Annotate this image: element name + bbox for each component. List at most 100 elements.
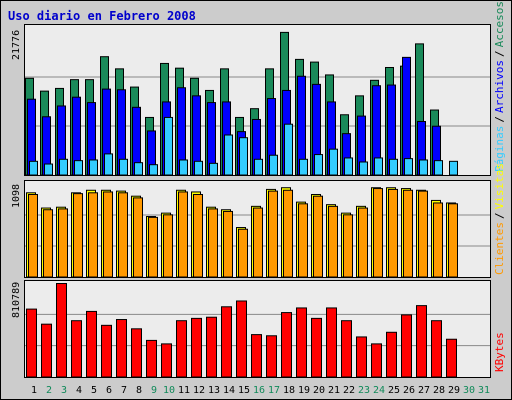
day-label-19: 19 [298, 385, 310, 396]
bar-paginas-day-12 [194, 160, 203, 176]
bar-clientes-day-14 [223, 210, 233, 278]
day-label-4: 4 [76, 385, 82, 396]
bar-paginas-day-26 [404, 158, 413, 176]
legend-visitas: Visitas [493, 163, 506, 209]
bar-clientes-day-12 [193, 193, 203, 278]
day-label-8: 8 [136, 385, 142, 396]
legend-top: Páginas / Archivos / Accesos [493, 1, 506, 172]
bar-kbytes-day-19 [296, 307, 307, 378]
day-label-22: 22 [343, 385, 355, 396]
bar-clientes-day-25 [388, 188, 398, 278]
day-label-18: 18 [283, 385, 295, 396]
bar-paginas-day-16 [254, 158, 263, 176]
day-label-29: 29 [448, 385, 460, 396]
bar-kbytes-day-22 [341, 320, 352, 378]
bar-kbytes-day-3 [56, 283, 67, 378]
bar-paginas-day-2 [44, 163, 53, 176]
bar-kbytes-day-2 [41, 323, 52, 378]
bar-paginas-day-27 [419, 159, 428, 176]
day-label-1: 1 [31, 385, 37, 396]
bar-paginas-day-20 [314, 154, 323, 176]
bar-paginas-day-13 [209, 162, 218, 176]
bar-clientes-day-24 [373, 188, 383, 278]
day-label-15: 15 [238, 385, 250, 396]
bar-paginas-day-28 [434, 160, 443, 176]
bar-clientes-day-29 [448, 203, 458, 278]
bar-clientes-day-22 [343, 214, 353, 278]
bar-kbytes-day-15 [236, 300, 247, 378]
bar-clientes-day-1 [28, 193, 38, 278]
bar-kbytes-day-7 [116, 319, 127, 378]
day-label-5: 5 [91, 385, 97, 396]
bar-paginas-day-18 [284, 123, 293, 176]
bar-clientes-day-23 [358, 207, 368, 278]
legend-bottom: KBytes [493, 332, 506, 372]
bar-paginas-day-24 [374, 157, 383, 176]
bar-paginas-day-5 [89, 159, 98, 176]
bar-kbytes-day-4 [71, 320, 82, 378]
bar-clientes-day-27 [418, 190, 428, 278]
bar-kbytes-day-29 [446, 338, 457, 378]
bar-paginas-day-10 [164, 116, 173, 176]
bar-paginas-day-1 [29, 160, 38, 176]
day-label-20: 20 [313, 385, 325, 396]
day-label-26: 26 [403, 385, 415, 396]
bar-paginas-day-11 [179, 159, 188, 176]
legend-sep-2: / [493, 50, 506, 57]
bar-paginas-day-29 [449, 160, 458, 176]
legend-accesos: Accesos [493, 1, 506, 47]
day-label-16: 16 [253, 385, 265, 396]
bar-paginas-day-4 [74, 160, 83, 176]
bar-clientes-day-26 [403, 189, 413, 278]
day-label-31: 31 [478, 385, 490, 396]
bar-clientes-day-11 [178, 191, 188, 278]
day-label-23: 23 [358, 385, 370, 396]
bar-clientes-day-17 [268, 190, 278, 278]
bar-paginas-day-17 [269, 154, 278, 176]
bar-clientes-day-15 [238, 228, 248, 278]
day-label-6: 6 [106, 385, 112, 396]
bar-clientes-day-3 [58, 208, 68, 278]
bar-kbytes-day-14 [221, 306, 232, 378]
bar-clientes-day-21 [328, 205, 338, 278]
day-label-14: 14 [223, 385, 235, 396]
bar-kbytes-day-25 [386, 331, 397, 378]
bar-kbytes-day-24 [371, 343, 382, 378]
bar-kbytes-day-13 [206, 316, 217, 378]
day-label-30: 30 [463, 385, 475, 396]
bar-paginas-day-3 [59, 158, 68, 176]
bar-kbytes-day-18 [281, 312, 292, 378]
bar-kbytes-day-12 [191, 317, 202, 378]
top-max-label: 21776 [11, 30, 22, 60]
bar-clientes-day-19 [298, 203, 308, 278]
middle-max-label: 1098 [11, 184, 22, 208]
bar-kbytes-day-21 [326, 307, 337, 378]
bar-paginas-day-22 [344, 157, 353, 176]
day-label-10: 10 [163, 385, 175, 396]
bar-paginas-day-14 [224, 134, 233, 176]
bar-kbytes-day-23 [356, 336, 367, 378]
day-label-12: 12 [193, 385, 205, 396]
bar-paginas-day-19 [299, 158, 308, 176]
bar-paginas-day-6 [104, 153, 113, 176]
bars-layer [25, 31, 458, 378]
bar-clientes-day-5 [88, 192, 98, 278]
day-label-7: 7 [121, 385, 127, 396]
day-label-21: 21 [328, 385, 340, 396]
bar-clientes-day-6 [103, 191, 113, 278]
bar-clientes-day-4 [73, 193, 83, 278]
bar-clientes-day-28 [433, 202, 443, 278]
bar-kbytes-day-9 [146, 339, 157, 378]
bar-kbytes-day-27 [416, 305, 427, 378]
bar-kbytes-day-28 [431, 320, 442, 378]
bar-paginas-day-21 [329, 148, 338, 176]
bar-kbytes-day-6 [101, 324, 112, 378]
day-label-17: 17 [268, 385, 280, 396]
bar-kbytes-day-11 [176, 320, 187, 378]
bar-clientes-day-2 [43, 209, 53, 278]
bar-kbytes-day-17 [266, 335, 277, 378]
bar-clientes-day-7 [118, 192, 128, 278]
day-label-28: 28 [433, 385, 445, 396]
bar-kbytes-day-20 [311, 317, 322, 378]
